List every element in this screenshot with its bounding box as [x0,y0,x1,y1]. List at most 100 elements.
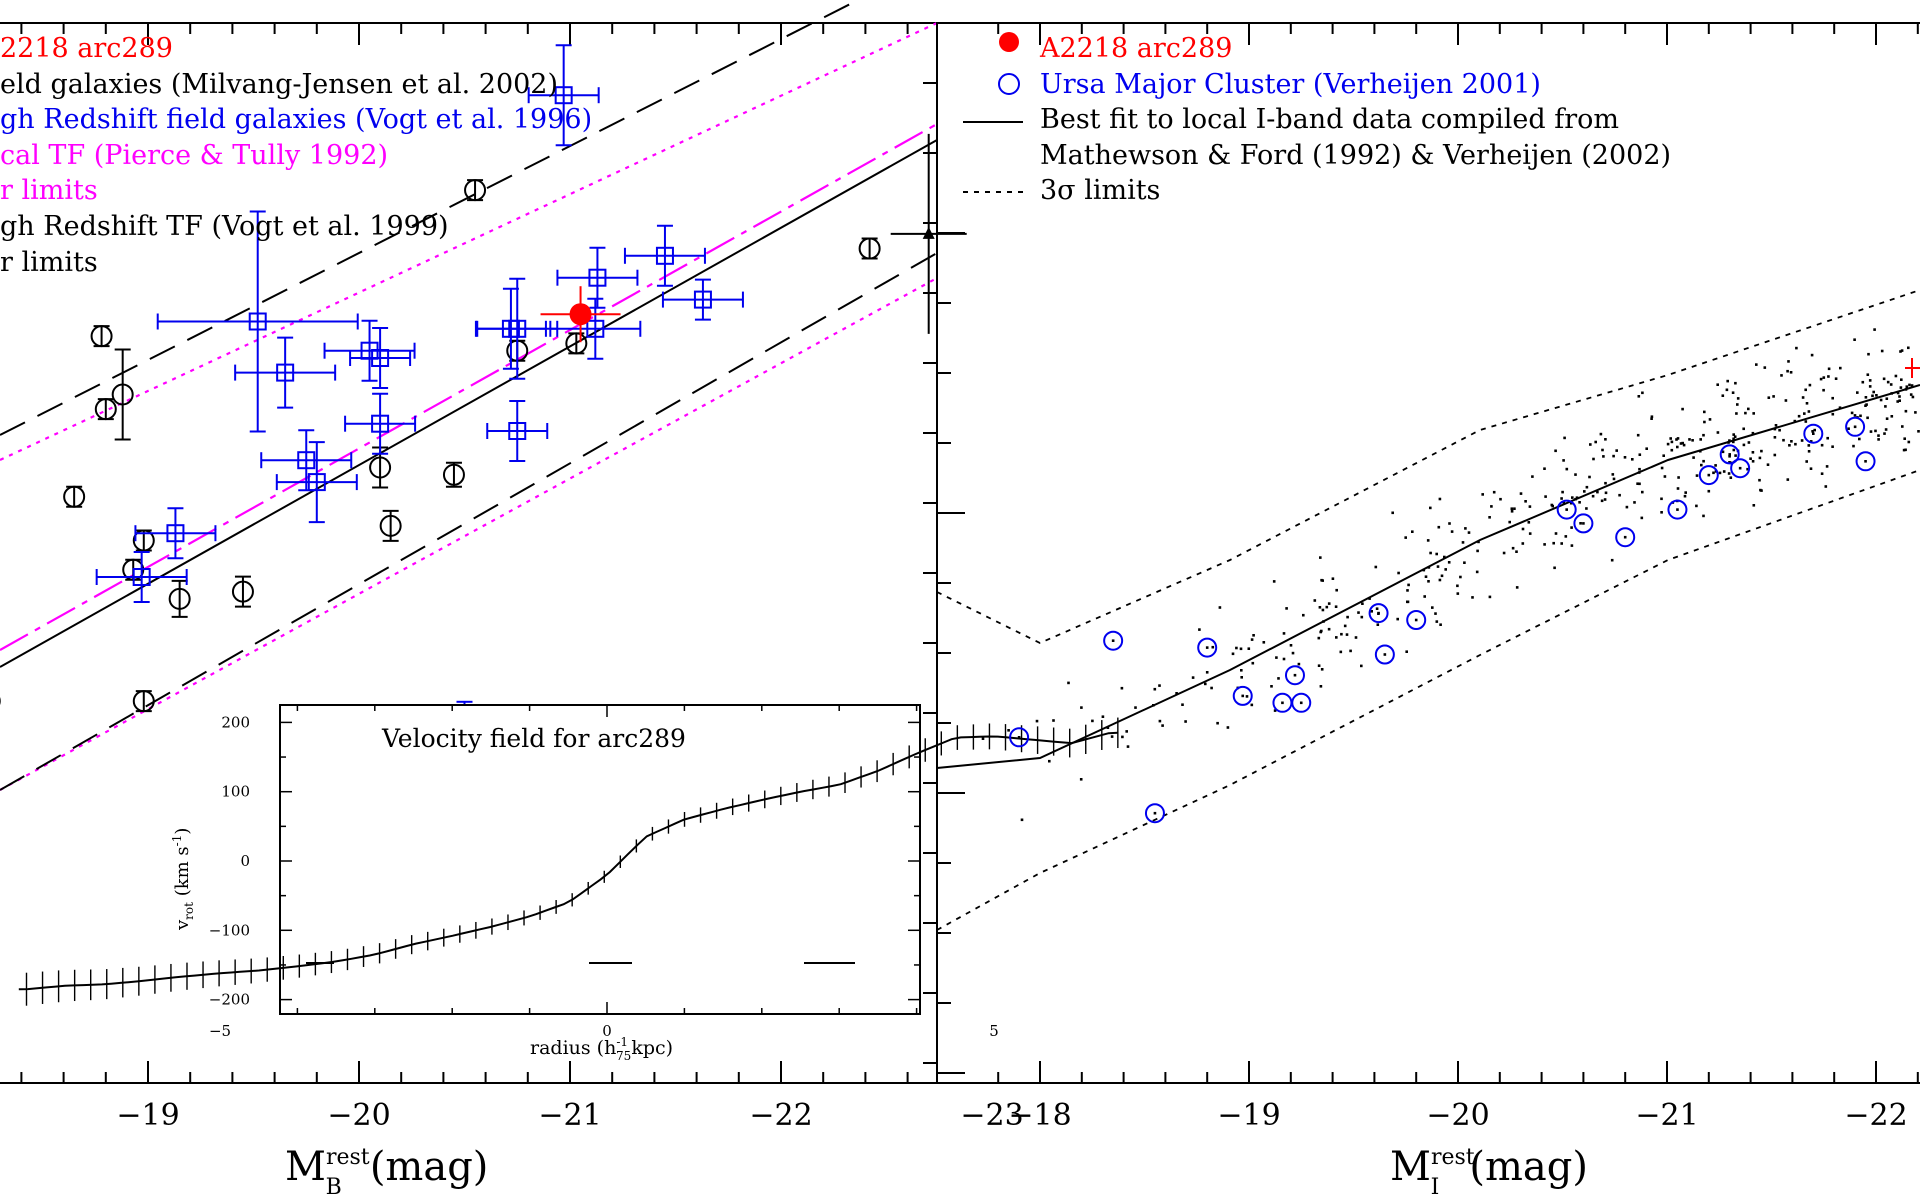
local-iband-dot [1331,577,1335,580]
local-iband-dot [1752,412,1755,415]
inset-y-tick-label: −200 [209,991,250,1009]
local-iband-dot [1683,494,1687,498]
local-iband-dot [1850,411,1854,415]
local-iband-dot [1772,395,1775,398]
ursa-major-point-center [1676,508,1679,511]
local-iband-dot [1638,467,1641,471]
local-iband-dot [1807,444,1811,447]
local-iband-dot [1245,695,1249,698]
local-iband-dot [1638,482,1641,486]
local-iband-dot [1797,414,1801,418]
local-iband-dot [1121,735,1124,739]
local-iband-dot [1831,396,1834,400]
local-iband-dot [1838,406,1842,409]
field-galaxy-point [858,237,881,260]
local-iband-dot [1728,461,1731,464]
local-iband-dot [1346,615,1349,619]
local-iband-dot [1467,531,1471,534]
ursa-major-point [1845,416,1866,437]
local-iband-dot [1692,456,1695,459]
local-iband-dot [1277,677,1280,680]
local-iband-dot [1272,580,1276,583]
left-legend-line-6: gh Redshift TF (Vogt et al. 1999) [0,211,449,242]
local-iband-dot [1640,516,1644,520]
left-legend-line-3: gh Redshift field galaxies (Vogt et al. … [0,104,592,135]
local-iband-dot [1456,584,1459,588]
local-iband-dot [1554,532,1558,535]
local-iband-dot [1810,353,1814,357]
local-iband-dot [1910,384,1914,387]
local-iband-dot [1868,385,1872,388]
local-iband-dot [1231,652,1235,656]
high-z-galaxy-point [297,451,316,470]
local-iband-dot [1444,568,1447,571]
local-iband-dot [1601,448,1604,452]
local-iband-dot [1809,440,1813,443]
local-iband-dot [1161,724,1164,727]
local-iband-dot [1894,374,1898,378]
local-iband-dot [1240,669,1243,672]
inset-x-tick-label: 5 [989,1022,999,1040]
local-iband-dot [1890,415,1894,418]
local-iband-dot [1317,636,1321,640]
ursa-major-point-center [1565,508,1568,511]
local-iband-dot [1904,409,1908,413]
local-iband-dot [1424,575,1428,578]
local-iband-dot [1736,397,1740,400]
local-iband-dot [1560,542,1563,545]
local-iband-dot [1826,436,1829,440]
right-legend-line-1: A2218 arc289 [1039,33,1232,64]
local-iband-dot [1682,443,1686,447]
local-iband-dot [1908,383,1911,387]
right-fit-lines [936,289,1920,931]
local-iband-dot [1048,759,1051,763]
ursa-major-point [1730,458,1751,479]
local-iband-dot [1302,613,1305,617]
local-iband-dot [1636,433,1640,437]
ursa-major-point [1556,499,1577,520]
local-iband-dot [1884,428,1888,431]
local-iband-dot [1552,541,1555,545]
local-iband-dot [1594,440,1597,444]
local-iband-dot [1570,526,1573,529]
local-iband-dot [1803,412,1806,415]
local-iband-dot [1218,606,1222,609]
local-iband-dot [1106,726,1110,729]
left-legend-line-2: eld galaxies (Milvang-Jensen et al. 2002… [0,69,558,100]
local-iband-dot [1801,396,1805,399]
high-z-galaxy-point [307,473,326,492]
local-iband-dot [1153,687,1157,691]
local-iband-dot [1134,706,1137,709]
local-iband-dot [1423,595,1426,598]
local-iband-dot [1755,363,1758,366]
local-iband-dot [1900,349,1904,352]
local-iband-dot [1793,419,1797,423]
ursa-major-point-center [1853,425,1857,429]
local-iband-dot [1515,586,1519,589]
local-iband-dot [1317,664,1321,667]
right-plot-frame [936,22,1920,1084]
local-iband-dot [1747,441,1751,444]
local-iband-dot [1436,565,1440,568]
local-iband-dot [1407,583,1410,587]
local-iband-dot [1240,676,1243,679]
local-iband-dot [1247,647,1251,650]
local-iband-dot [1524,500,1527,503]
local-iband-dot [1751,460,1755,463]
local-iband-dot [1896,400,1899,403]
local-iband-dot [1742,427,1745,431]
inset-y-tick-label: 100 [221,783,250,801]
left-data-points [0,44,967,833]
local-iband-dot [1675,438,1678,441]
high-z-galaxy-point [276,363,295,382]
local-iband-dot [1747,407,1750,411]
local-iband-dot [1877,438,1880,441]
local-iband-dot [1788,444,1791,447]
ursa-major-point [1803,423,1824,444]
left-legend-line-4: cal TF (Pierce & Tully 1992) [0,140,388,171]
high-z-galaxy-point [371,414,390,433]
right-x-tick-label: −22 [1844,1098,1907,1133]
local-iband-dot [1733,435,1737,438]
local-iband-dot [1681,441,1684,445]
local-iband-dot [1766,463,1770,466]
